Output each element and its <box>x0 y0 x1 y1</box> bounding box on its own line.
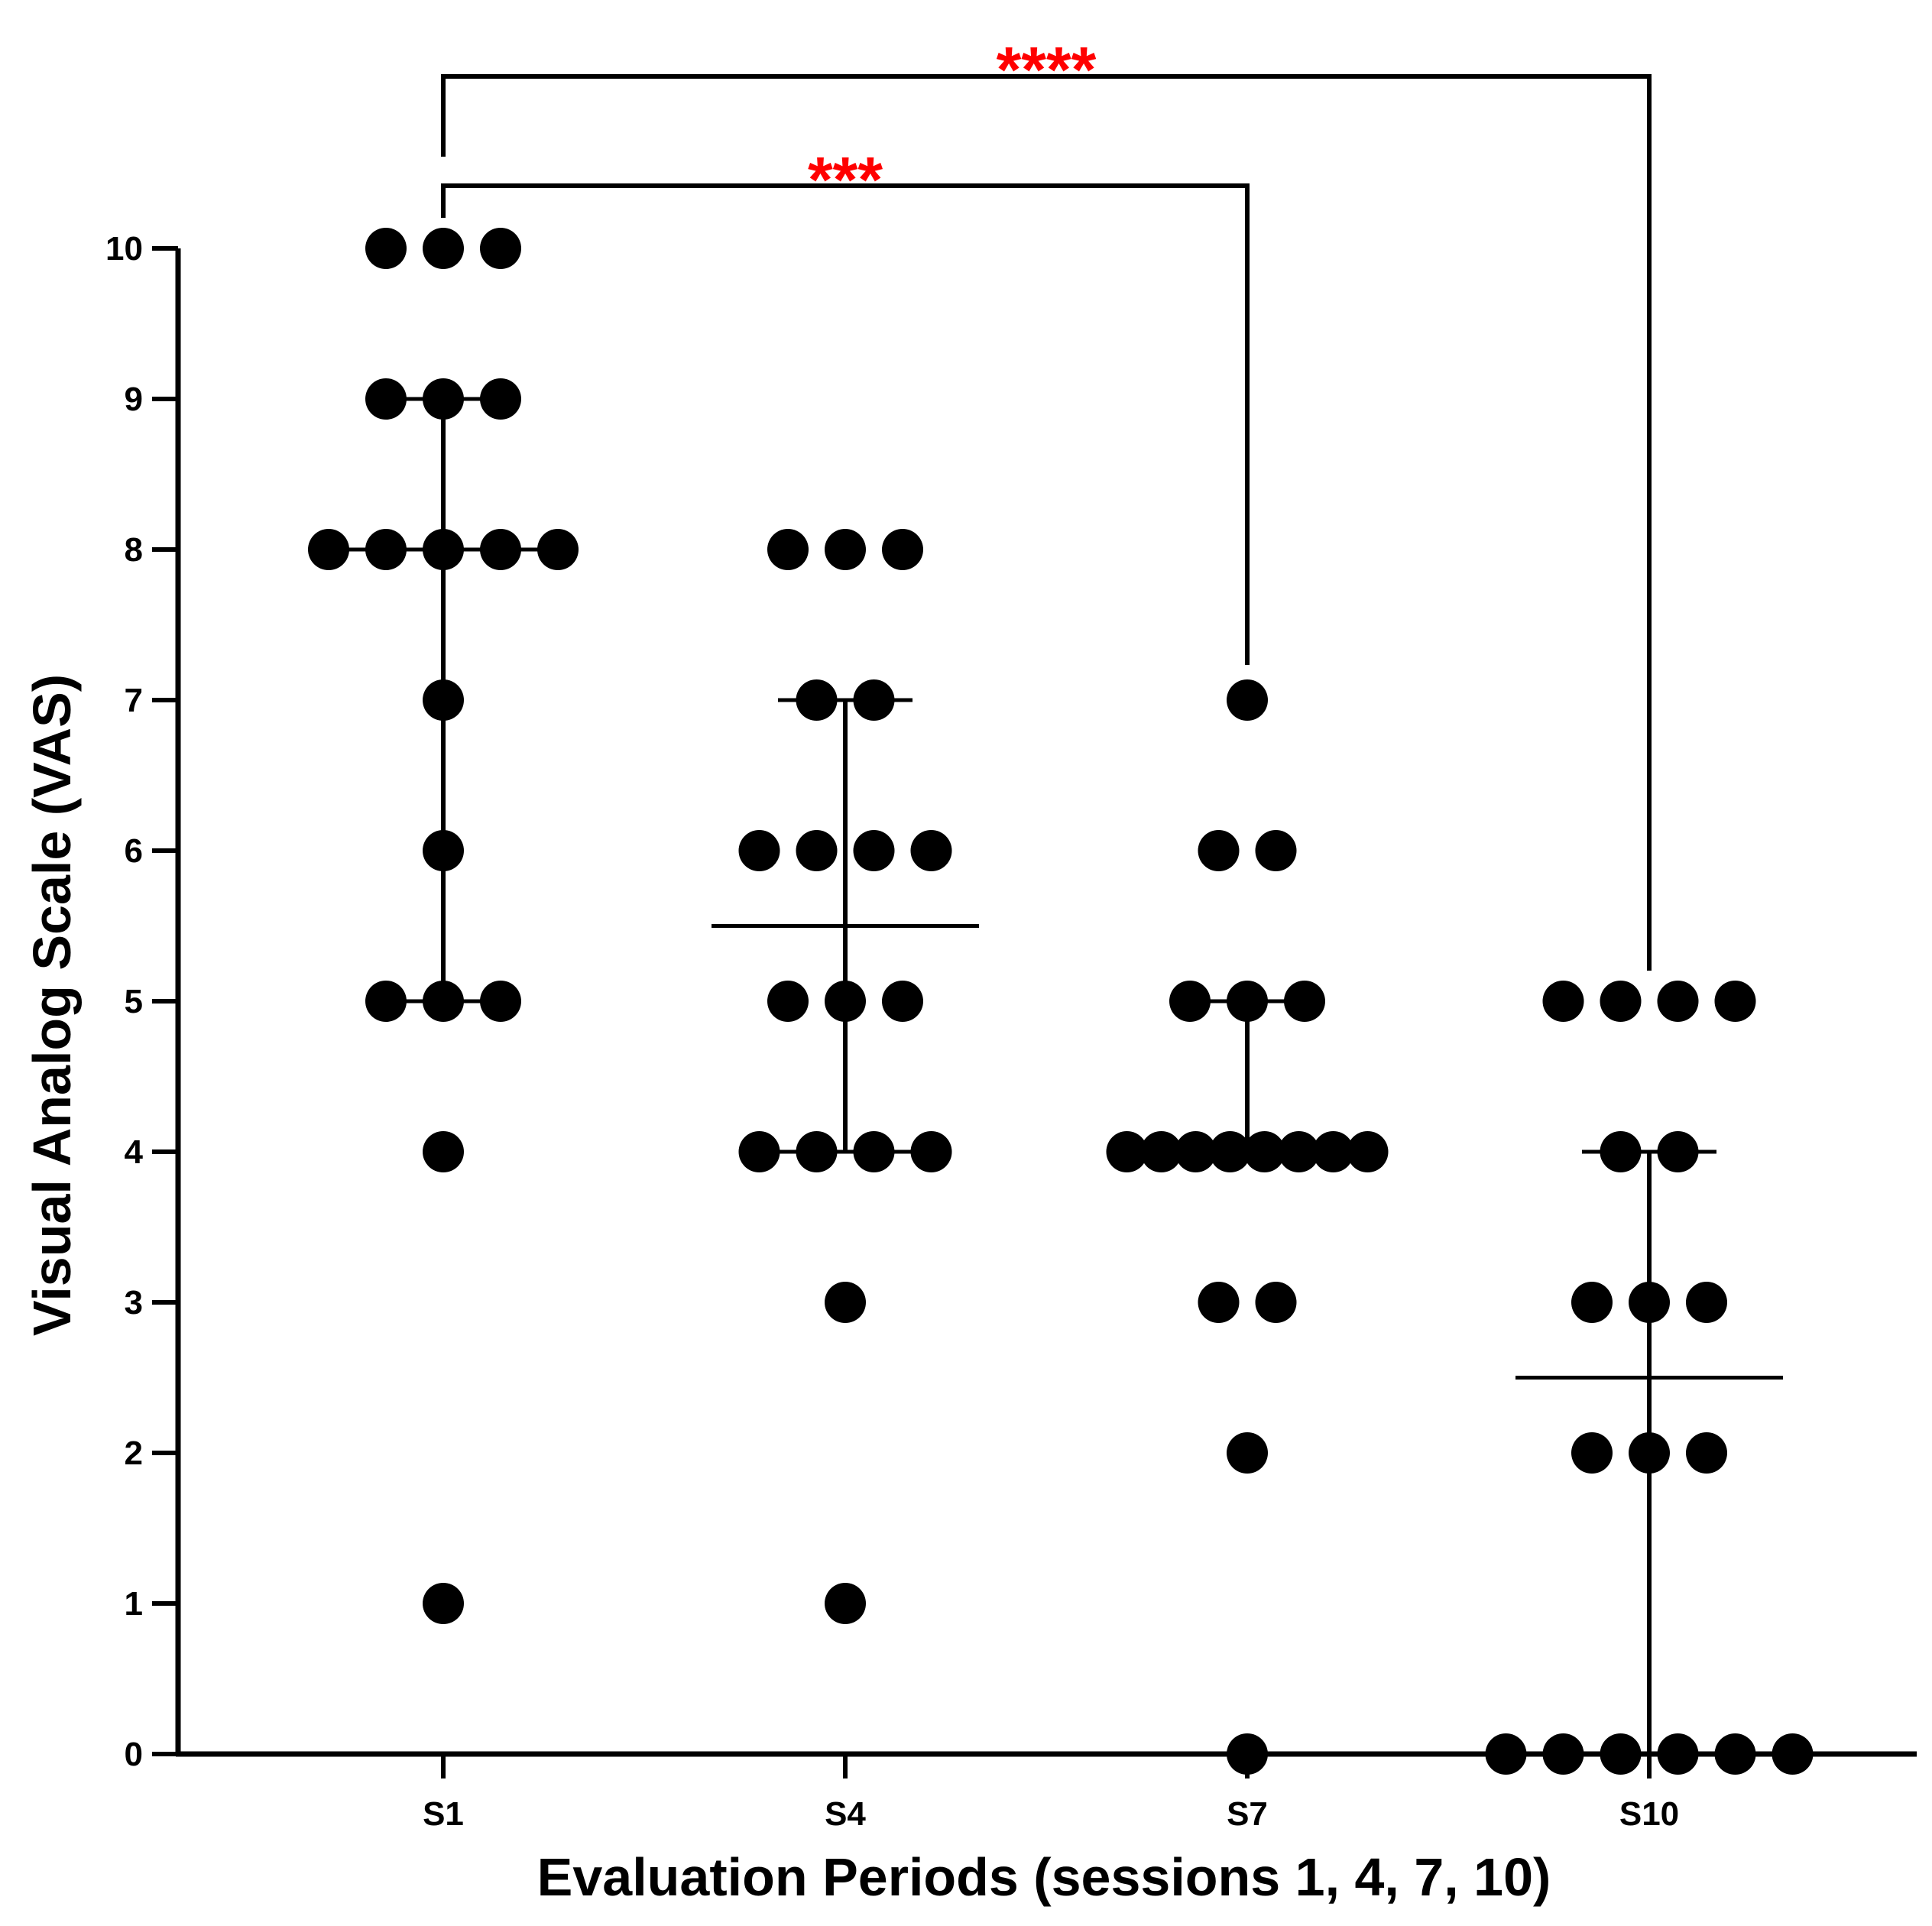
data-point <box>480 378 521 420</box>
data-point <box>1657 1131 1699 1172</box>
data-point <box>1227 1432 1268 1474</box>
data-point <box>365 228 407 269</box>
data-point <box>423 1583 464 1624</box>
x-tick-label: S4 <box>825 1795 866 1833</box>
data-point <box>910 1131 952 1172</box>
y-tick-label: 3 <box>125 1284 143 1321</box>
data-point <box>1542 1733 1584 1775</box>
data-point <box>738 1131 780 1172</box>
data-points <box>308 228 1814 1775</box>
data-point <box>1686 1432 1727 1474</box>
data-point <box>1255 830 1297 871</box>
data-point <box>1198 1282 1240 1323</box>
data-point <box>1198 830 1240 871</box>
data-point <box>1714 1733 1756 1775</box>
significance-label: **** <box>997 34 1097 105</box>
y-tick-label: 6 <box>125 832 143 870</box>
significance-bracket <box>441 74 1652 971</box>
data-point <box>423 830 464 871</box>
y-tick-label: 7 <box>125 682 143 719</box>
significance-bracket <box>441 183 1250 665</box>
data-point <box>423 1131 464 1172</box>
data-point <box>1600 1131 1642 1172</box>
data-point <box>1485 1733 1527 1775</box>
data-point <box>767 981 809 1022</box>
y-tick-label: 9 <box>125 381 143 418</box>
data-point <box>423 529 464 570</box>
data-point <box>1255 1282 1297 1323</box>
data-point <box>1227 679 1268 721</box>
data-point <box>825 529 866 570</box>
data-point <box>480 981 521 1022</box>
data-point <box>1169 981 1211 1022</box>
data-point <box>423 228 464 269</box>
y-tick-label: 2 <box>125 1435 143 1472</box>
y-tick-label: 5 <box>125 983 143 1020</box>
data-point <box>796 830 838 871</box>
data-point <box>480 228 521 269</box>
tick-labels: 0 1 2 3 4 5 6 7 8 9 10 S1 S4 S7 S10 <box>105 230 1679 1833</box>
data-point <box>1686 1282 1727 1323</box>
y-tick-label: 8 <box>125 531 143 569</box>
data-point <box>796 679 838 721</box>
data-point <box>1629 1282 1670 1323</box>
data-point <box>882 981 923 1022</box>
data-point <box>1227 981 1268 1022</box>
data-point <box>365 981 407 1022</box>
data-point <box>1106 1131 1148 1172</box>
y-tick-label: 0 <box>125 1736 143 1773</box>
y-tick-label: 4 <box>125 1133 144 1171</box>
data-point <box>1209 1131 1251 1172</box>
data-point <box>825 981 866 1022</box>
data-point <box>423 378 464 420</box>
data-point <box>1227 1733 1268 1775</box>
data-point <box>365 378 407 420</box>
data-point <box>423 981 464 1022</box>
data-point <box>1175 1131 1217 1172</box>
x-tick-label: S7 <box>1227 1795 1268 1833</box>
data-point <box>1772 1733 1814 1775</box>
data-point <box>853 830 895 871</box>
y-tick-label: 1 <box>125 1585 143 1623</box>
data-point <box>1542 981 1584 1022</box>
data-point <box>480 529 521 570</box>
data-point <box>1284 981 1325 1022</box>
axes <box>152 246 1917 1778</box>
data-point <box>825 1583 866 1624</box>
data-point <box>1571 1432 1613 1474</box>
x-tick-label: S1 <box>423 1795 464 1833</box>
data-point <box>1347 1131 1389 1172</box>
data-point <box>1571 1282 1613 1323</box>
data-point <box>1629 1432 1670 1474</box>
data-point <box>537 529 579 570</box>
median-iqr-bars <box>310 397 1783 1756</box>
data-point <box>1657 981 1699 1022</box>
data-point <box>1600 981 1642 1022</box>
data-point <box>423 679 464 721</box>
data-point <box>1657 1733 1699 1775</box>
data-point <box>365 529 407 570</box>
data-point <box>1312 1131 1354 1172</box>
y-axis-title: Visual Analog Scale (VAS) <box>22 674 82 1336</box>
data-point <box>882 529 923 570</box>
data-point <box>853 679 895 721</box>
significance-brackets: ******* <box>441 34 1652 971</box>
data-point <box>1714 981 1756 1022</box>
data-point <box>796 1131 838 1172</box>
data-point <box>910 830 952 871</box>
y-tick-label: 10 <box>105 230 143 268</box>
data-point <box>1600 1733 1642 1775</box>
data-point <box>825 1282 866 1323</box>
data-point <box>853 1131 895 1172</box>
data-point <box>1278 1131 1320 1172</box>
x-axis-title: Evaluation Periods (sessions 1, 4, 7, 10… <box>537 1847 1551 1907</box>
data-point <box>738 830 780 871</box>
significance-label: *** <box>808 144 883 216</box>
data-point <box>1243 1131 1285 1172</box>
x-tick-label: S10 <box>1619 1795 1679 1833</box>
data-point <box>767 529 809 570</box>
data-point <box>308 529 349 570</box>
data-point <box>1140 1131 1182 1172</box>
